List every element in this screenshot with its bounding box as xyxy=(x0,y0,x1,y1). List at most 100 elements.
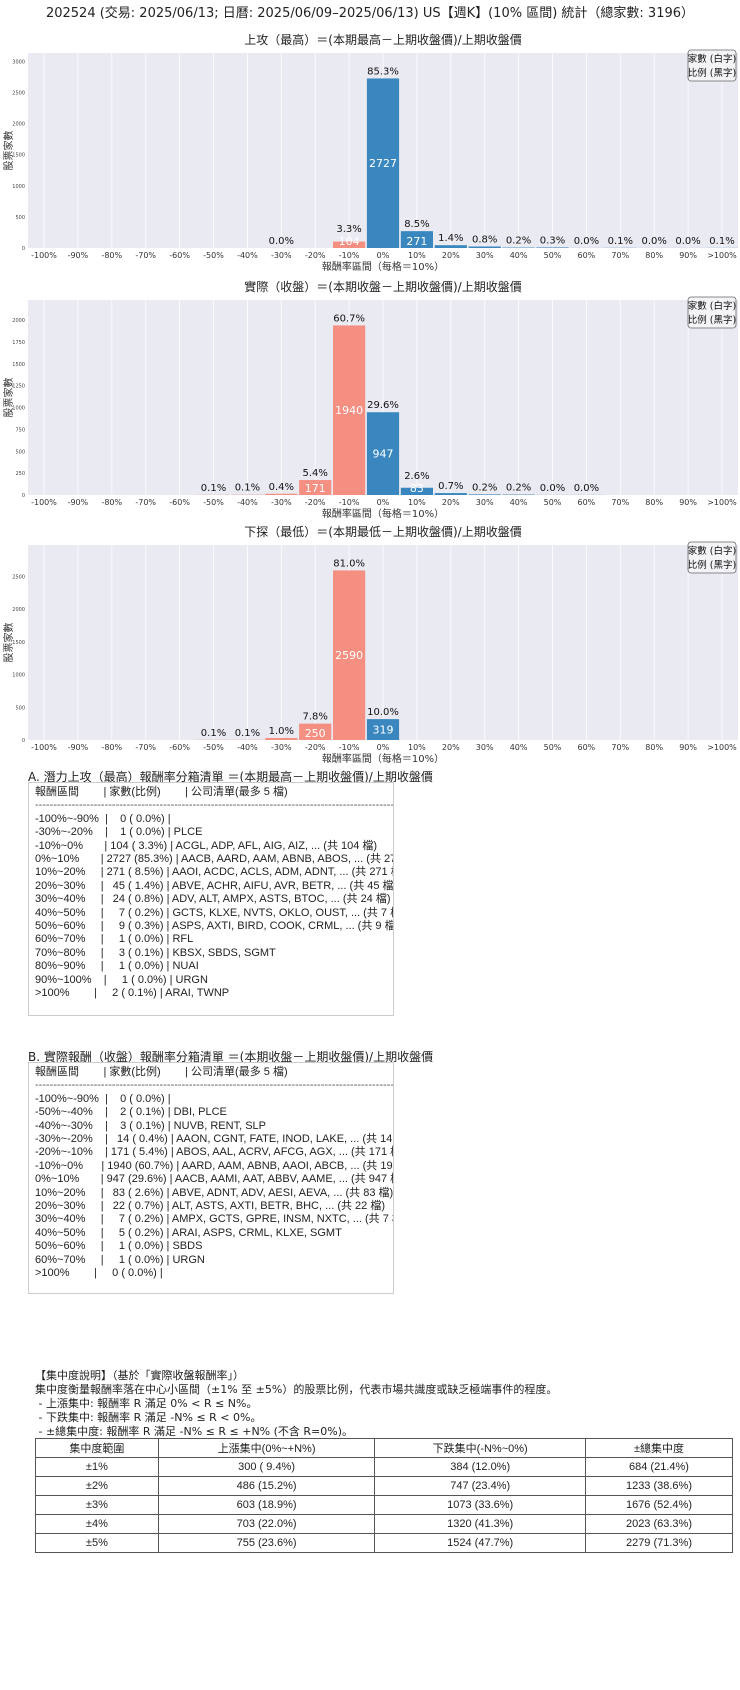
chart-title: 實際（收盤）＝(本期收盤－上期收盤價)/上期收盤價 xyxy=(244,279,521,294)
list-a-header: 報酬區間 | 家數(比例) | 公司清單(最多 5 檔) xyxy=(35,786,288,798)
legend-count: 家數 (白字) xyxy=(688,300,736,312)
x-tick-label: -30% xyxy=(271,743,292,752)
x-tick-label: 80% xyxy=(645,498,663,507)
list-row: 10%~20% | 271 ( 8.5%) | AAOI, ACDC, ACLS… xyxy=(35,866,394,879)
bar-pct-label: 0.1% xyxy=(235,483,260,494)
y-tick-label: 1250 xyxy=(12,384,25,390)
list-row: 10%~20% | 83 ( 2.6%) | ABVE, ADNT, ADV, … xyxy=(35,1186,394,1199)
y-tick-label: 1000 xyxy=(12,184,25,190)
bar xyxy=(332,325,366,495)
y-tick-label: 1000 xyxy=(12,673,25,679)
list-b-header: 報酬區間 | 家數(比例) | 公司清單(最多 5 檔) xyxy=(35,1066,288,1078)
column-header: 集中度範圍 xyxy=(35,1438,159,1458)
bar xyxy=(299,480,332,495)
legend-box xyxy=(687,541,737,574)
table-cell: 1524 (47.7%) xyxy=(374,1533,586,1553)
list-b-separator: ----------------------------------------… xyxy=(35,1079,394,1092)
table-cell: 684 (21.4%) xyxy=(584,1457,734,1477)
list-b-title: B. 實際報酬（收盤）報酬率分箱清單 ＝(本期收盤－上期收盤價)/上期收盤價 xyxy=(28,1050,434,1064)
list-row: -30%~-20% | 1 ( 0.0%) | PLCE xyxy=(35,826,203,839)
x-tick-label: -50% xyxy=(203,251,224,260)
x-tick-label: 40% xyxy=(510,498,528,507)
table-cell: 384 (12.0%) xyxy=(374,1457,586,1477)
bar-pct-label: 1.4% xyxy=(438,233,463,244)
list-a-separator: ----------------------------------------… xyxy=(35,799,394,812)
x-tick-label: 30% xyxy=(476,498,494,507)
bar-pct-label: 81.0% xyxy=(333,558,365,569)
table-cell: 703 (22.0%) xyxy=(157,1514,376,1534)
list-row: -100%~-90% | 0 ( 0.0%) | xyxy=(35,1092,171,1105)
x-tick-label: 80% xyxy=(645,743,663,752)
bar xyxy=(299,723,332,740)
bar-count-label: 171 xyxy=(305,482,326,495)
x-tick-label: -100% xyxy=(31,498,57,507)
list-row: -30%~-20% | 14 ( 0.4%) | AAON, CGNT, FAT… xyxy=(35,1133,394,1146)
x-tick-label: -30% xyxy=(271,251,292,260)
x-tick-label: -100% xyxy=(31,251,57,260)
x-tick-label: -50% xyxy=(203,743,224,752)
list-row: 40%~50% | 7 ( 0.2%) | GCTS, KLXE, NVTS, … xyxy=(35,906,394,919)
x-tick-label: -30% xyxy=(271,498,292,507)
x-tick-label: 0% xyxy=(377,743,390,752)
bar-pct-label: 0.2% xyxy=(472,482,497,493)
legend-count: 家數 (白字) xyxy=(688,53,736,65)
x-tick-label: 40% xyxy=(510,743,528,752)
legend-box xyxy=(687,49,737,82)
concentration-table-header: 集中度範圍 上漲集中(0%~+N%) 下跌集中(-N%~0%) ±總集中度 xyxy=(35,1438,734,1458)
table-cell: 486 (15.2%) xyxy=(157,1476,376,1496)
x-tick-label: 10% xyxy=(408,743,426,752)
list-row: 0%~10% | 2727 (85.3%) | AACB, AARD, AAM,… xyxy=(35,853,394,866)
bar-pct-label: 0.0% xyxy=(269,236,294,247)
bar-pct-label: 85.3% xyxy=(367,66,399,77)
y-tick-label: 2000 xyxy=(12,318,25,324)
list-b-box: 報酬區間 | 家數(比例) | 公司清單(最多 5 檔) -----------… xyxy=(28,1062,394,1294)
x-tick-label: 50% xyxy=(544,251,562,260)
y-tick-label: 2500 xyxy=(12,91,25,97)
x-tick-label: 0% xyxy=(377,498,390,507)
x-tick-label: >100% xyxy=(707,498,737,507)
bar-pct-label: 0.0% xyxy=(641,236,666,247)
x-tick-label: 30% xyxy=(476,251,494,260)
bar-pct-label: 0.2% xyxy=(506,483,531,494)
x-tick-label: -60% xyxy=(169,498,190,507)
x-tick-label: -90% xyxy=(68,251,89,260)
bar-pct-label: 0.1% xyxy=(709,236,734,247)
bar xyxy=(265,737,298,740)
legend-ratio: 比例 (黑字) xyxy=(688,67,736,79)
x-tick-label: -80% xyxy=(101,498,122,507)
bar-pct-label: 3.3% xyxy=(336,224,361,235)
bar-pct-label: 7.8% xyxy=(302,712,327,723)
column-header: 上漲集中(0%~+N%) xyxy=(157,1438,376,1458)
concentration-note: - ±總集中度: 報酬率 R 滿足 -N% ≤ R ≤ +N% (不含 R=0%… xyxy=(35,1425,354,1438)
bar-pct-label: 0.0% xyxy=(540,483,565,494)
column-header: 下跌集中(-N%~0%) xyxy=(374,1438,586,1458)
bar-count-label: 2590 xyxy=(335,649,363,662)
list-row: -50%~-40% | 2 ( 0.1%) | DBI, PLCE xyxy=(35,1106,227,1119)
chart-high: 上攻（最高）＝(本期最高－上期收盤價)/上期收盤價 -100% -90% -80% -7… xyxy=(2,32,739,273)
concentration-note: - 下跌集中: 報酬率 R 滿足 -N% ≤ R < 0%。 xyxy=(35,1411,262,1424)
x-tick-label: 40% xyxy=(510,251,528,260)
y-tick-label: 2500 xyxy=(12,574,25,580)
x-tick-label: 70% xyxy=(611,498,629,507)
list-row: 60%~70% | 1 ( 0.0%) | URGN xyxy=(35,1253,205,1266)
bar-pct-label: 0.7% xyxy=(438,481,463,492)
list-row: 60%~70% | 1 ( 0.0%) | RFL xyxy=(35,933,194,946)
table-row: ±3% 603 (18.9%) 1073 (33.6%) 1676 (52.4%) xyxy=(35,1495,734,1515)
y-axis-label: 股票家數 xyxy=(2,378,15,418)
x-tick-label: 70% xyxy=(611,251,629,260)
table-cell: ±1% xyxy=(35,1457,159,1477)
list-row: -40%~-30% | 3 ( 0.1%) | NUVB, RENT, SLP xyxy=(35,1119,266,1132)
bar xyxy=(536,247,569,248)
list-row: 30%~40% | 7 ( 0.2%) | AMPX, GCTS, GPRE, … xyxy=(35,1213,394,1226)
legend-ratio: 比例 (黑字) xyxy=(688,559,736,571)
table-row: ±4% 703 (22.0%) 1320 (41.3%) 2023 (63.3%) xyxy=(35,1514,734,1534)
x-tick-label: -60% xyxy=(169,743,190,752)
x-tick-label: -10% xyxy=(339,251,360,260)
bar-pct-label: 0.0% xyxy=(574,236,599,247)
y-tick-label: 1500 xyxy=(12,640,25,646)
bar-count-label: 1940 xyxy=(335,404,363,417)
bar-count-label: 271 xyxy=(406,235,427,248)
x-axis-label: 報酬率區間（每格＝10%） xyxy=(322,507,444,520)
list-row: 90%~100% | 1 ( 0.0%) | URGN xyxy=(35,973,208,986)
table-cell: 2023 (63.3%) xyxy=(584,1514,734,1534)
